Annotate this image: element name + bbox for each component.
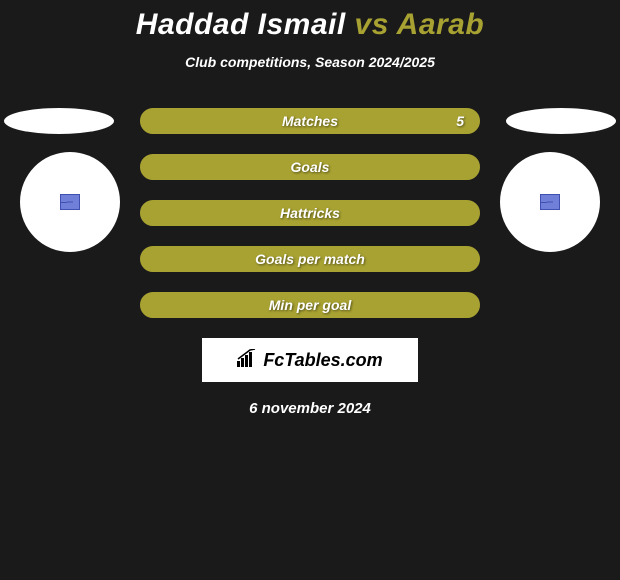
logo-box: FcTables.com	[202, 338, 418, 382]
logo: FcTables.com	[237, 349, 382, 372]
player2-avatar-circle	[500, 152, 600, 252]
chart-icon	[237, 349, 259, 372]
stat-label: Hattricks	[280, 205, 340, 221]
player2-avatar-placeholder-icon	[540, 194, 560, 210]
right-ellipse-decoration	[506, 108, 616, 134]
stat-row-hattricks: Hattricks	[140, 200, 480, 226]
logo-text: FcTables.com	[263, 350, 382, 371]
player1-avatar-circle	[20, 152, 120, 252]
stat-label: Goals per match	[255, 251, 365, 267]
left-ellipse-decoration	[4, 108, 114, 134]
page-title: Haddad Ismail vs Aarab	[0, 0, 620, 42]
stat-row-matches: Matches 5	[140, 108, 480, 134]
player1-avatar-placeholder-icon	[60, 194, 80, 210]
title-player1: Haddad Ismail	[136, 8, 346, 41]
content-area: Matches 5 Goals Hattricks Goals per matc…	[0, 108, 620, 417]
stat-row-min-per-goal: Min per goal	[140, 292, 480, 318]
title-player2: Aarab	[397, 8, 485, 41]
subtitle: Club competitions, Season 2024/2025	[0, 54, 620, 70]
stat-label: Goals	[291, 159, 330, 175]
date-text: 6 november 2024	[0, 400, 620, 417]
title-vs: vs	[355, 8, 389, 41]
stat-rows: Matches 5 Goals Hattricks Goals per matc…	[140, 108, 480, 318]
stat-row-goals: Goals	[140, 154, 480, 180]
stat-label: Min per goal	[269, 297, 351, 313]
stat-row-goals-per-match: Goals per match	[140, 246, 480, 272]
stat-label: Matches	[282, 113, 338, 129]
stat-value-right: 5	[456, 113, 464, 129]
